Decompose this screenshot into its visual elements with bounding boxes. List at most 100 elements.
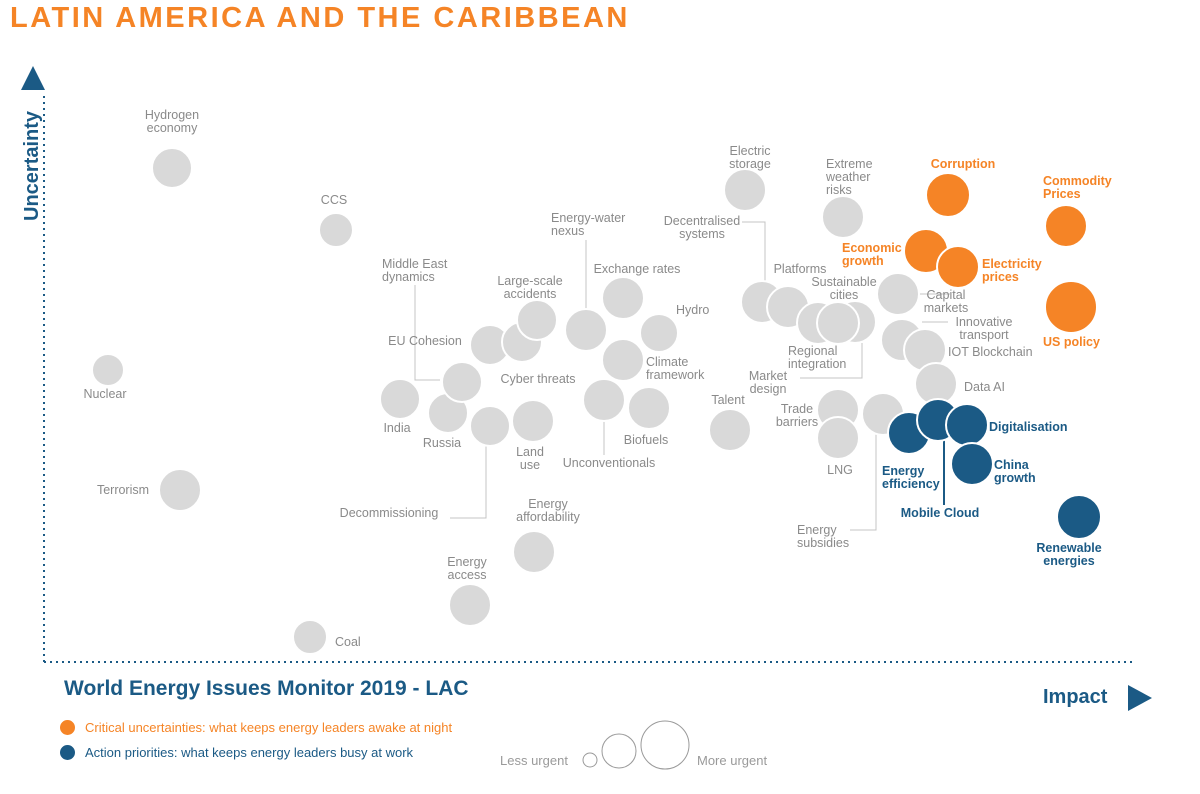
bubble-electricity-prices bbox=[936, 245, 980, 289]
bubble-coal bbox=[292, 619, 328, 655]
y-axis-label: Uncertainty bbox=[21, 110, 43, 221]
label-extreme-weather-risks: Extreme weather risks bbox=[825, 157, 873, 197]
bubble-us-policy bbox=[1044, 280, 1098, 334]
label-platforms: Platforms bbox=[774, 262, 827, 276]
label-hydrogen-economy: Hydrogen economy bbox=[145, 108, 199, 135]
bubble-capital-markets bbox=[876, 272, 920, 316]
y-axis-arrow-icon bbox=[21, 66, 45, 90]
label-digitalisation: Digitalisation bbox=[989, 420, 1067, 434]
legend-uncertainty: Critical uncertainties: what keeps energ… bbox=[60, 720, 452, 735]
bubbles-layer bbox=[91, 147, 1102, 655]
bubble-regional-integration bbox=[816, 301, 860, 345]
bubble-cyber-threats bbox=[441, 361, 483, 403]
label-ccs: CCS bbox=[321, 193, 347, 207]
bubble-energy-water-nexus bbox=[564, 308, 608, 352]
label-capital-markets: Capital markets bbox=[924, 288, 968, 315]
label-corruption: Corruption bbox=[931, 157, 996, 171]
label-energy-access: Energy access bbox=[447, 555, 487, 582]
label-energy-efficiency: Energy efficiency bbox=[882, 464, 940, 491]
label-land-use: Land use bbox=[516, 445, 544, 472]
label-biofuels: Biofuels bbox=[624, 433, 668, 447]
label-economic-growth: Economic growth bbox=[842, 241, 902, 268]
legend-priority-text: Action priorities: what keeps energy lea… bbox=[85, 745, 414, 760]
bubble-exchange-rates bbox=[601, 276, 645, 320]
label-commodity-prices: Commodity Prices bbox=[1043, 174, 1112, 201]
label-renewable-energies: Renewable energies bbox=[1036, 541, 1101, 568]
bubble-hydro bbox=[639, 313, 679, 353]
bubble-decommissioning bbox=[469, 405, 511, 447]
page-title: LATIN AMERICA AND THE CARIBBEAN bbox=[10, 2, 630, 34]
legend-uncertainty-text: Critical uncertainties: what keeps energ… bbox=[85, 720, 453, 735]
bubble-large-scale-accidents bbox=[516, 299, 558, 341]
label-eu-cohesion: EU Cohesion bbox=[388, 334, 462, 348]
bubble-china-growth bbox=[950, 442, 994, 486]
connector-regional bbox=[800, 343, 863, 379]
x-axis-arrow-icon bbox=[1128, 685, 1152, 711]
bubble-ccs bbox=[318, 212, 354, 248]
label-mobile-cloud: Mobile Cloud bbox=[901, 506, 979, 520]
bubble-electric-storage bbox=[723, 168, 767, 212]
label-decommissioning: Decommissioning bbox=[340, 506, 439, 520]
bubble-energy-access bbox=[448, 583, 492, 627]
label-trade-barriers: Trade barriers bbox=[776, 402, 818, 429]
label-terrorism: Terrorism bbox=[97, 483, 149, 497]
bubble-corruption bbox=[925, 172, 971, 218]
connector-decommissioning bbox=[450, 446, 487, 519]
label-lng: LNG bbox=[827, 463, 853, 477]
bubble-unconventionals bbox=[582, 378, 626, 422]
connector-energy-subsidies bbox=[850, 430, 877, 531]
bubble-climate-framework bbox=[601, 338, 645, 382]
bubble-talent bbox=[708, 408, 752, 452]
size-legend-less: Less urgent bbox=[500, 753, 568, 768]
labels-layer: Hydrogen economy CCS Nuclear Terrorism Coal En… bbox=[83, 108, 1111, 649]
label-energy-water-nexus: Energy-water nexus bbox=[551, 211, 625, 238]
label-russia: Russia bbox=[423, 436, 461, 450]
subtitle: World Energy Issues Monitor 2019 - LAC bbox=[64, 677, 469, 700]
legend-blue-dot-icon bbox=[60, 745, 75, 760]
label-large-scale-accidents: Large-scale accidents bbox=[497, 274, 562, 301]
label-data-ai: Data AI bbox=[964, 380, 1005, 394]
bubble-commodity-prices bbox=[1044, 204, 1088, 248]
label-electricity-prices: Electricity prices bbox=[982, 257, 1042, 284]
label-energy-subsidies: Energy subsidies bbox=[797, 523, 849, 550]
label-iot-blockchain: IOT Blockchain bbox=[948, 345, 1033, 359]
label-hydro: Hydro bbox=[676, 303, 709, 317]
label-market-design: Market design bbox=[749, 369, 788, 396]
bubble-biofuels bbox=[627, 386, 671, 430]
bubble-lng bbox=[816, 416, 860, 460]
bubble-india bbox=[379, 378, 421, 420]
label-china-growth: China growth bbox=[994, 458, 1036, 485]
label-talent: Talent bbox=[711, 393, 745, 407]
label-us-policy: US policy bbox=[1043, 335, 1100, 349]
label-energy-affordability: Energy affordability bbox=[516, 497, 580, 524]
label-cyber-threats: Cyber threats bbox=[500, 372, 575, 386]
label-sustainable-cities: Sustainable cities bbox=[811, 275, 876, 302]
bubble-renewable-energies bbox=[1056, 494, 1102, 540]
bubble-extreme-weather-risks bbox=[821, 195, 865, 239]
label-decentralised-systems: Decentralised systems bbox=[664, 214, 740, 241]
label-india: India bbox=[383, 421, 410, 435]
bubble-land-use bbox=[511, 399, 555, 443]
label-connectors bbox=[414, 221, 950, 531]
bubble-terrorism bbox=[158, 468, 202, 512]
size-legend-more: More urgent bbox=[697, 753, 768, 768]
legend-priority: Action priorities: what keeps energy lea… bbox=[60, 745, 413, 760]
label-exchange-rates: Exchange rates bbox=[594, 262, 681, 276]
connector-decentralised bbox=[742, 221, 766, 282]
label-unconventionals: Unconventionals bbox=[563, 456, 655, 470]
label-electric-storage: Electric storage bbox=[729, 144, 771, 171]
label-climate-framework: Climate framework bbox=[646, 355, 705, 382]
bubble-nuclear bbox=[91, 353, 125, 387]
bubble-digitalisation bbox=[945, 403, 989, 447]
bubble-hydrogen-economy bbox=[151, 147, 193, 189]
label-middle-east-dynamics: Middle East dynamics bbox=[382, 257, 448, 284]
x-axis-label: Impact bbox=[1043, 686, 1108, 708]
connector-middle-east bbox=[414, 285, 440, 381]
label-innovative-transport: Innovative transport bbox=[956, 315, 1013, 342]
label-nuclear: Nuclear bbox=[83, 387, 126, 401]
label-regional-integration: Regional integration bbox=[788, 344, 846, 371]
legend-orange-dot-icon bbox=[60, 720, 75, 735]
bubble-energy-affordability bbox=[512, 530, 556, 574]
